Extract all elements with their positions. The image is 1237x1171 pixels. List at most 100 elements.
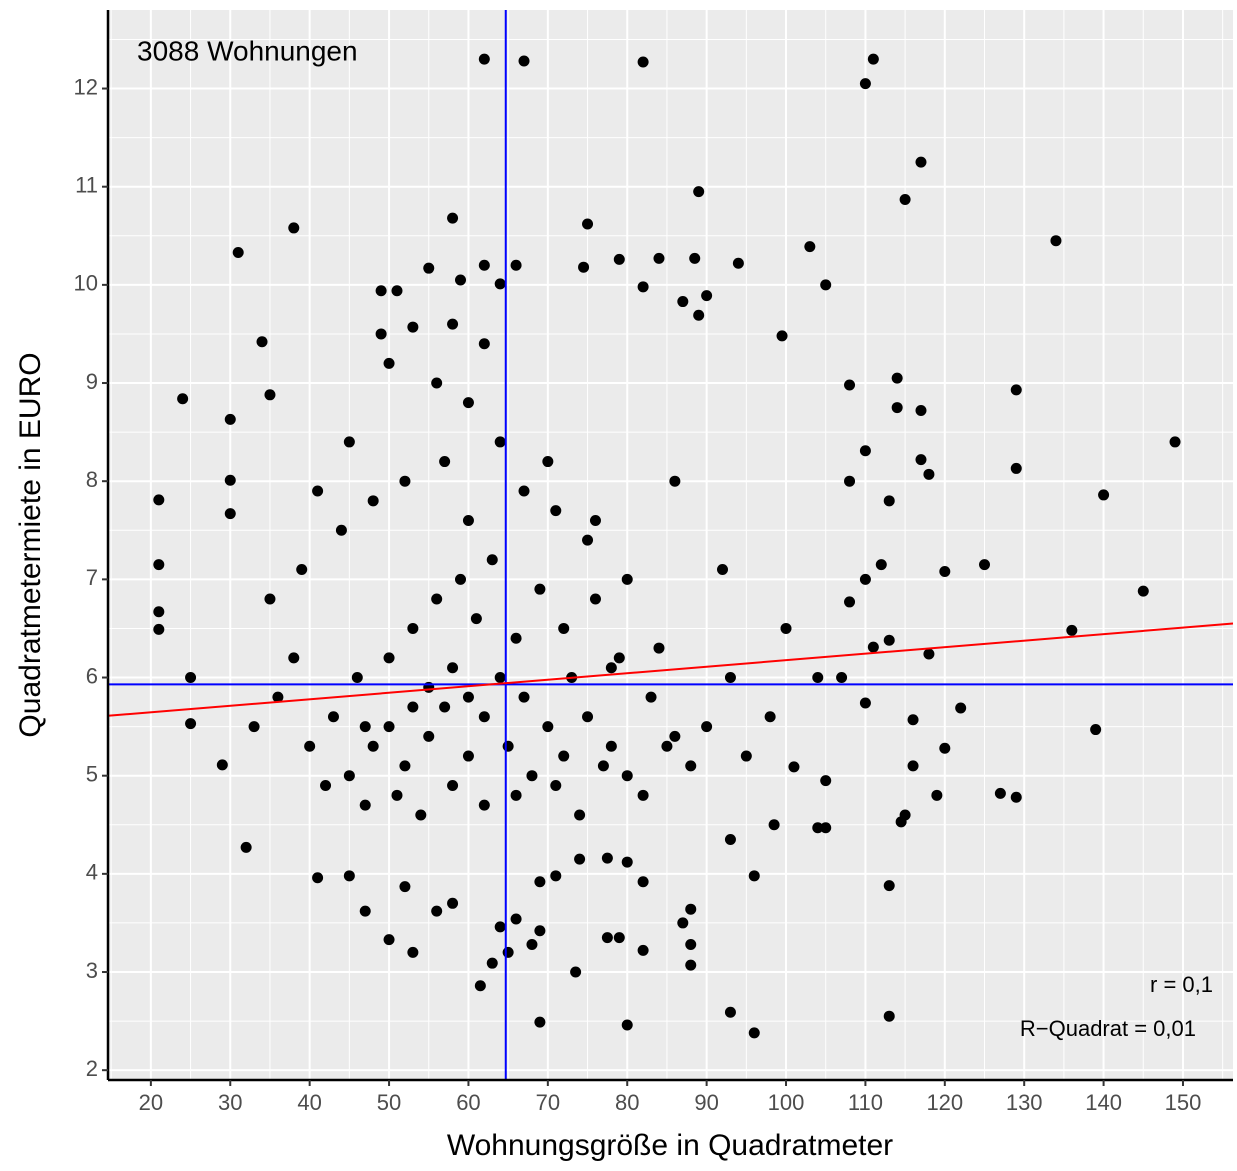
point: [669, 730, 681, 742]
point: [899, 193, 911, 205]
point: [462, 514, 474, 526]
point: [494, 278, 506, 290]
point: [518, 691, 530, 703]
point: [812, 672, 824, 684]
point: [1137, 585, 1149, 597]
point: [224, 413, 236, 425]
point: [153, 606, 165, 618]
point: [423, 262, 435, 274]
point: [462, 397, 474, 409]
point: [494, 672, 506, 684]
point: [1010, 384, 1022, 396]
point: [447, 780, 459, 792]
point: [431, 377, 443, 389]
point: [367, 740, 379, 752]
point: [589, 593, 601, 605]
point: [399, 475, 411, 487]
y-tick-label: 4: [86, 860, 98, 885]
point: [264, 389, 276, 401]
point: [216, 759, 228, 771]
point: [582, 534, 594, 546]
point: [661, 740, 673, 752]
point: [613, 652, 625, 664]
point: [391, 789, 403, 801]
point: [645, 691, 657, 703]
x-axis-title: Wohnungsgröße in Quadratmeter: [447, 1129, 893, 1162]
point: [327, 711, 339, 723]
point: [637, 281, 649, 293]
point: [804, 241, 816, 253]
point: [375, 285, 387, 297]
point: [605, 740, 617, 752]
point: [613, 253, 625, 265]
point: [526, 939, 538, 951]
point: [232, 246, 244, 258]
point: [859, 697, 871, 709]
point: [601, 852, 613, 864]
point: [883, 1010, 895, 1022]
point: [264, 593, 276, 605]
point: [558, 622, 570, 634]
point: [978, 559, 990, 571]
x-tick-label: 130: [1006, 1090, 1043, 1115]
point: [1098, 489, 1110, 501]
y-tick-label: 6: [86, 663, 98, 688]
point: [439, 701, 451, 713]
point: [534, 925, 546, 937]
point: [859, 573, 871, 585]
point: [748, 870, 760, 882]
x-tick-label: 110: [848, 1090, 883, 1115]
x-tick-label: 70: [536, 1090, 560, 1115]
point: [486, 554, 498, 566]
x-tick-label: 140: [1085, 1090, 1122, 1115]
point: [474, 980, 486, 992]
point: [740, 750, 752, 762]
point: [153, 494, 165, 506]
point: [883, 880, 895, 892]
point: [423, 730, 435, 742]
point: [724, 1006, 736, 1018]
x-tick-label: 40: [297, 1090, 321, 1115]
point: [915, 454, 927, 466]
point: [304, 740, 316, 752]
point: [383, 652, 395, 664]
point: [653, 252, 665, 264]
point: [153, 623, 165, 635]
point: [605, 662, 617, 674]
point: [351, 672, 363, 684]
point: [923, 468, 935, 480]
x-tick-label: 150: [1165, 1090, 1202, 1115]
point: [335, 524, 347, 536]
y-tick-label: 11: [75, 173, 98, 198]
point: [844, 379, 856, 391]
point: [669, 475, 681, 487]
point: [844, 596, 856, 608]
point: [502, 740, 514, 752]
point: [185, 718, 197, 730]
point: [439, 456, 451, 468]
point: [256, 336, 268, 348]
point: [359, 799, 371, 811]
point: [510, 632, 522, 644]
point: [931, 789, 943, 801]
point: [518, 485, 530, 497]
point: [510, 913, 522, 925]
y-tick-label: 5: [86, 762, 98, 787]
regression-line: [107, 622, 1234, 717]
point: [343, 870, 355, 882]
point: [994, 787, 1006, 799]
point: [820, 822, 832, 834]
point: [407, 946, 419, 958]
point: [621, 770, 633, 782]
point: [447, 897, 459, 909]
point: [820, 279, 832, 291]
point: [621, 856, 633, 868]
point: [478, 53, 490, 65]
point: [518, 55, 530, 67]
point: [391, 285, 403, 297]
point: [272, 691, 284, 703]
point: [653, 642, 665, 654]
point: [383, 357, 395, 369]
point: [558, 750, 570, 762]
point: [677, 296, 689, 308]
